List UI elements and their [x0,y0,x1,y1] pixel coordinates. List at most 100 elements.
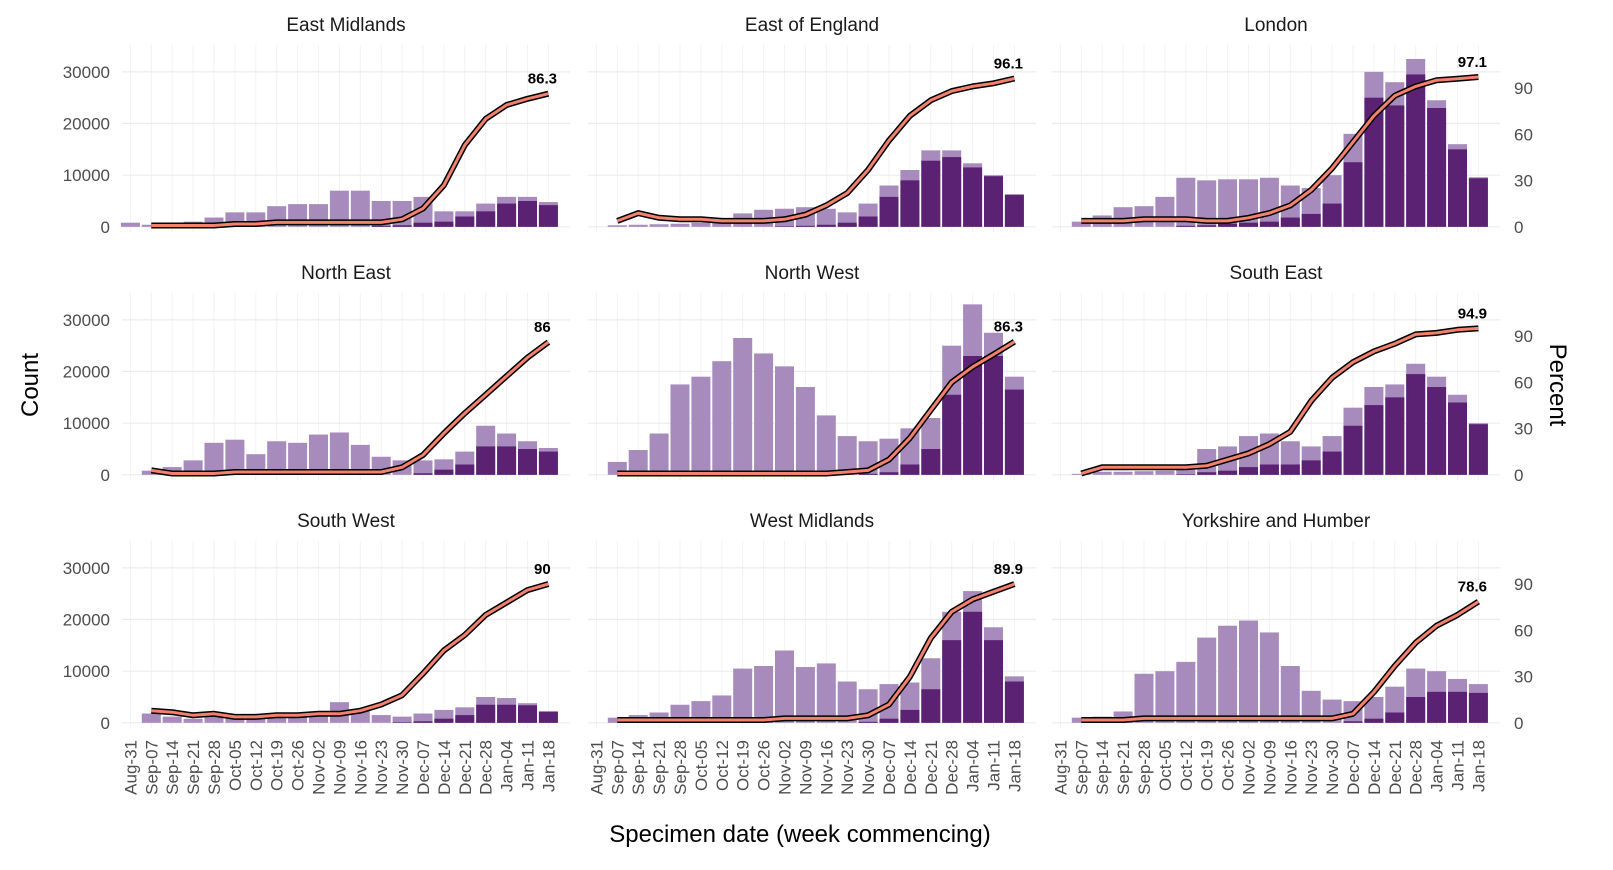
bar [1364,405,1384,475]
bar [628,224,648,227]
x-tick-label: Oct-19 [268,740,287,791]
bar [1468,692,1488,723]
x-tick-label: Sep-07 [1072,740,1091,795]
y2-tick-label: 60 [1514,125,1533,144]
bar [1280,666,1300,723]
end-label: 86.3 [528,71,557,88]
bar [1155,671,1175,723]
end-label: 96.1 [994,56,1023,73]
bar [1448,691,1467,723]
bar [816,208,836,227]
x-tick-label: Dec-07 [1344,740,1363,795]
end-label: 97.1 [1458,54,1487,71]
bar [497,203,517,227]
bar [329,190,349,227]
bar [455,715,475,723]
bar [518,201,537,227]
x-tick-label: Aug-31 [1051,740,1070,795]
bar [1406,374,1426,475]
bar [1113,471,1133,475]
y2-tick-label: 90 [1514,575,1533,594]
bar [816,663,836,723]
bar [1406,74,1426,227]
y-tick-label: 0 [101,466,110,485]
bar [288,715,308,723]
end-label: 78.6 [1458,579,1487,596]
bar [1322,451,1342,475]
bar [413,460,433,475]
bar [900,180,920,227]
bar [413,713,433,723]
bar [434,718,454,723]
end-label: 90 [534,561,551,578]
bar [518,449,537,475]
x-tick-label: Jan-11 [985,740,1004,791]
bar [858,721,878,723]
panel-title: West Midlands [750,511,874,532]
bar [413,473,433,475]
bar [984,356,1003,475]
bar [921,160,941,227]
bar [1092,471,1112,475]
x-tick-label: Sep-21 [1114,740,1133,795]
bar [1385,712,1405,723]
bar [754,353,774,475]
bar [691,222,711,227]
y2-tick-label: 90 [1514,79,1533,98]
bar [1448,149,1467,227]
y2-tick-label: 0 [1514,714,1523,733]
bar [246,717,266,723]
bar [538,711,558,723]
bar [288,442,308,475]
bar [538,205,558,227]
bar [1364,718,1384,723]
y-tick-label: 10000 [63,662,110,681]
x-tick-label: Oct-19 [734,740,753,791]
x-tick-label: Nov-02 [1240,740,1259,795]
line [151,582,549,719]
x-tick-label: Dec-28 [1407,740,1426,795]
bar [816,224,836,227]
line [617,582,1015,722]
bar [225,439,245,475]
bar [921,689,941,723]
bar [434,469,454,475]
line [616,77,1015,223]
x-tick-label: Oct-05 [692,740,711,791]
x-tick-label: Jan-04 [964,740,983,792]
bar [942,640,962,723]
panel-title: North East [301,263,391,284]
bar [1197,472,1217,475]
y-tick-label: 30000 [63,63,110,82]
panel-title: East Midlands [286,15,405,36]
panel: North East 0 10000 20000 30000 86 [63,263,570,485]
y-tick-label: 10000 [63,166,110,185]
bar [1427,387,1447,475]
bar [1218,625,1238,723]
panel: North West 86.3 [588,263,1036,480]
bar [1197,180,1217,227]
bar [371,225,391,227]
x-tick-label: Oct-12 [1177,740,1196,791]
y-tick-label: 30000 [63,311,110,330]
x-tick-label: Oct-05 [226,740,245,791]
bar [1301,460,1321,475]
bar [141,713,161,723]
bar [392,722,412,723]
bar [963,356,983,475]
y2-tick-label: 30 [1514,420,1533,439]
panel: East Midlands 0 10000 20000 30000 86.3 [63,15,570,237]
bar [1134,673,1154,723]
bar [204,716,224,723]
x-tick-label: Nov-30 [1323,740,1342,795]
panel-title: East of England [745,15,879,36]
bar [1155,470,1175,475]
bar [204,442,224,475]
bar [1364,697,1384,723]
bar [413,721,433,723]
y-tick-label: 0 [101,714,110,733]
bar [1155,196,1175,227]
bar [775,226,794,227]
panel-title: South East [1230,263,1324,284]
bar [1280,217,1300,227]
